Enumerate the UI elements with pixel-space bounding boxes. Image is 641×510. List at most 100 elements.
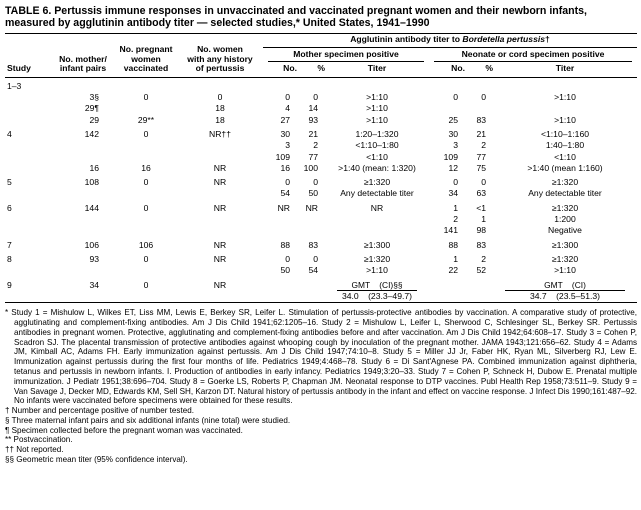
footnote: * Study 1 = Mishulow L, Wilkes ET, Liss … — [5, 308, 637, 406]
cell-neonate-pct: 2 — [481, 140, 486, 151]
header-row-2: Mother specimen positive Neonate or cord… — [5, 47, 637, 63]
cell-mother-no: 0 — [285, 177, 290, 188]
cell-neonate-no: 1 — [453, 202, 458, 213]
cell-pairs — [51, 265, 115, 276]
data-table: Study No. mother/ infant pairs No. pregn… — [5, 33, 637, 304]
cell-study — [5, 214, 51, 225]
cell-mother-no: 16 — [280, 162, 290, 173]
cell-vaccinated: 0 — [143, 279, 149, 290]
cell-history: NR — [213, 162, 227, 173]
footnote: † Number and percentage positive of numb… — [5, 406, 194, 416]
cell-pairs: 142 — [84, 128, 99, 139]
table-title: TABLE 6. Pertussis immune responses in u… — [5, 5, 587, 29]
cell-neonate-pct: 75 — [476, 162, 486, 173]
cell-mother-pct — [297, 277, 325, 291]
cell-pairs: 29¶ — [84, 103, 99, 114]
cell-mother-no: 0 — [285, 92, 290, 103]
cell-pairs — [51, 77, 115, 92]
table-row: 8 93 0 NR 0 0 ≥1:320 1 2 ≥1:320 — [5, 251, 637, 265]
cell-mother-titer: ≥1:300 — [363, 239, 391, 250]
agglutinin-prefix: Agglutinin antibody titer to — [350, 34, 463, 44]
cell-study: 1–3 — [7, 80, 22, 91]
cell-neonate-pct: 1 — [481, 214, 486, 225]
table-row: 2 1 1:200 — [5, 214, 637, 225]
cell-study — [5, 115, 51, 126]
cell-study: 6 — [7, 202, 12, 213]
cell-neonate-titer — [493, 103, 637, 114]
cell-neonate-no: 25 — [448, 114, 458, 125]
cell-neonate-no: 12 — [448, 162, 458, 173]
cell-study: 7 — [7, 239, 12, 250]
cell-pairs: 34 — [89, 279, 99, 290]
agglutinin-species-italic: Bordetella pertussis — [462, 34, 546, 44]
cell-neonate-no: 88 — [448, 239, 458, 250]
cell-history — [177, 152, 263, 163]
header-row-3: No. % Titer No. % Titer — [5, 62, 637, 78]
col-header-history: No. women with any history of pertussis — [177, 33, 263, 78]
table-row: 54 50 Any detectable titer 34 63 Any detectab… — [5, 188, 637, 199]
cell-mother-pct: 100 — [303, 162, 318, 173]
cell-mother-no: 0 — [285, 253, 290, 264]
cell-neonate-titer: <1:10–1:160 — [540, 128, 590, 139]
cell-study — [5, 265, 51, 276]
cell-neonate-no — [429, 277, 465, 291]
cell-history: NR — [213, 279, 227, 290]
cell-neonate-titer: <1:10 — [554, 151, 576, 162]
table-row: 4 142 0 NR†† 30 21 1:20–1:320 30 21 <1:10–1:160 — [5, 126, 637, 140]
cell-vaccinated — [115, 188, 177, 199]
cell-mother-pct: 83 — [308, 239, 318, 250]
cell-mother-titer — [325, 225, 429, 236]
cell-vaccinated — [115, 214, 177, 225]
cell-mother-pct — [297, 77, 325, 92]
cell-history — [177, 225, 263, 236]
table-header: Study No. mother/ infant pairs No. pregn… — [5, 33, 637, 78]
cell-study — [5, 103, 51, 114]
cell-vaccinated — [115, 152, 177, 163]
footnote-symbol: †† — [5, 445, 15, 455]
cell-neonate-no: 1 — [453, 253, 458, 264]
cell-mother-titer: <1:10 — [366, 151, 388, 162]
table-row: 3 2 <1:10–1:80 3 2 1:40–1:80 — [5, 140, 637, 151]
footnote-symbol: § — [5, 415, 10, 425]
cell-mother-titer: 1:20–1:320 — [355, 128, 399, 139]
col-header-mother-no: No. — [263, 62, 297, 78]
cell-neonate-titer: 1:40–1:80 — [545, 140, 585, 151]
header-row-1: Study No. mother/ infant pairs No. pregn… — [5, 33, 637, 78]
cell-mother-no: 109 — [275, 151, 290, 162]
cell-neonate-no — [429, 103, 465, 114]
cell-mother-titer: ≥1:320 — [363, 253, 391, 264]
cell-mother-no: 54 — [280, 188, 290, 199]
table-row: 7 106 106 NR 88 83 ≥1:300 88 83 ≥1:300 — [5, 237, 637, 251]
cell-history: 18 — [215, 114, 225, 125]
cell-mother-titer: ≥1:320 — [363, 177, 391, 188]
cell-vaccinated: 0 — [143, 128, 149, 139]
page: TABLE 6. Pertussis immune responses in u… — [5, 5, 637, 465]
cell-mother-no — [263, 214, 297, 225]
cell-neonate-no: 2 — [453, 214, 458, 225]
table-row: 50 54 >1:10 22 52 >1:10 — [5, 265, 637, 276]
table-row: 6 144 0 NR NR NR NR 1 <1 ≥1:320 — [5, 200, 637, 214]
cell-mother-no: 30 — [280, 128, 290, 139]
cell-neonate-no: 3 — [453, 140, 458, 151]
col-header-pairs: No. mother/ infant pairs — [51, 33, 115, 78]
cell-neonate-pct: 0 — [481, 177, 486, 188]
footnote-symbol: ¶ — [5, 425, 10, 435]
cell-neonate-no — [429, 77, 465, 92]
cell-pairs — [51, 214, 115, 225]
table-row: 34.0 (23.3–49.7) 34.7 (23.5–51.3) — [5, 291, 637, 303]
cell-neonate-pct: 63 — [476, 188, 486, 199]
cell-neonate-titer: Any detectable titer — [528, 188, 602, 199]
cell-history — [177, 188, 263, 199]
cell-vaccinated: 0 — [143, 253, 149, 264]
cell-neonate-titer: ≥1:320 — [551, 202, 579, 213]
cell-neonate-titer: >1:40 (mean 1:160) — [527, 162, 603, 173]
table-row: 3§ 0 0 0 0 >1:10 0 0 >1:10 — [5, 92, 637, 103]
col-header-vaccinated: No. pregnant women vaccinated — [115, 33, 177, 78]
cell-neonate-no: 109 — [443, 151, 458, 162]
footnote: §§ Geometric mean titer (95% confidence … — [5, 455, 188, 465]
cell-pairs: 108 — [84, 177, 99, 188]
cell-mother-titer — [325, 214, 429, 225]
cell-neonate-pct — [465, 277, 493, 291]
cell-vaccinated — [115, 140, 177, 151]
cell-mother-pct: 93 — [308, 114, 318, 125]
